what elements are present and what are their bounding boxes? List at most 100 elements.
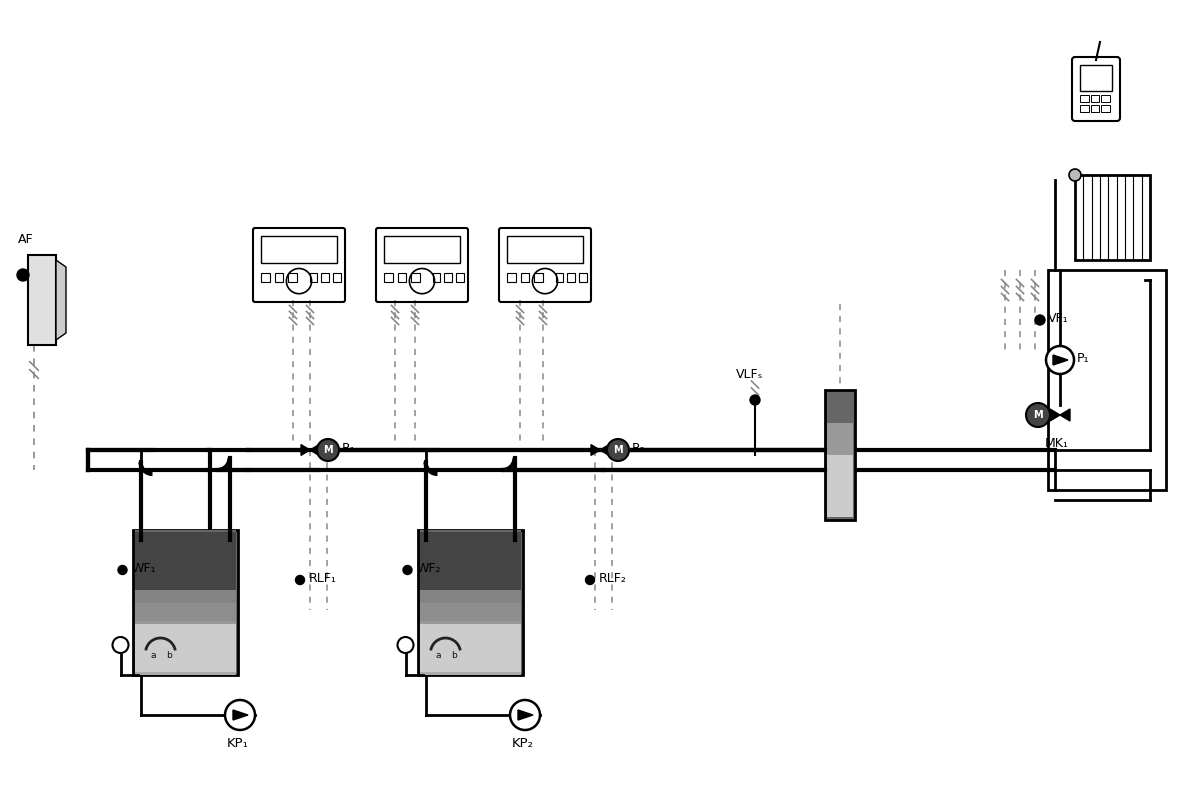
Bar bbox=[1080, 94, 1088, 102]
Bar bbox=[134, 624, 235, 672]
Text: M: M bbox=[323, 445, 332, 455]
Bar bbox=[1080, 65, 1112, 91]
Bar bbox=[568, 274, 575, 282]
Bar bbox=[134, 566, 235, 584]
Bar bbox=[420, 566, 521, 584]
Bar bbox=[420, 602, 521, 621]
Bar bbox=[134, 530, 235, 548]
Bar bbox=[1102, 105, 1110, 112]
Polygon shape bbox=[56, 260, 66, 340]
Circle shape bbox=[1046, 346, 1074, 374]
Bar bbox=[534, 274, 542, 282]
Polygon shape bbox=[301, 445, 310, 455]
Text: M: M bbox=[1033, 410, 1043, 420]
Text: WF₁: WF₁ bbox=[132, 562, 156, 574]
Text: RLF₁: RLF₁ bbox=[310, 571, 337, 585]
Bar bbox=[418, 530, 522, 675]
Circle shape bbox=[295, 575, 305, 585]
Circle shape bbox=[607, 439, 629, 461]
Bar bbox=[1091, 105, 1099, 112]
Text: P₁: P₁ bbox=[1078, 351, 1090, 365]
Circle shape bbox=[1069, 169, 1081, 181]
Text: R₂: R₂ bbox=[632, 442, 646, 454]
Circle shape bbox=[510, 700, 540, 730]
Circle shape bbox=[403, 566, 412, 574]
Bar bbox=[310, 274, 318, 282]
Bar bbox=[134, 638, 235, 657]
Bar bbox=[262, 236, 337, 262]
Circle shape bbox=[226, 700, 256, 730]
Text: RLF₂: RLF₂ bbox=[599, 571, 626, 585]
Bar bbox=[420, 638, 521, 657]
Text: b: b bbox=[167, 651, 173, 660]
Bar bbox=[322, 274, 329, 282]
Polygon shape bbox=[310, 445, 319, 455]
Text: MK₁: MK₁ bbox=[1045, 437, 1069, 450]
Bar bbox=[1091, 94, 1099, 102]
Polygon shape bbox=[1050, 409, 1060, 421]
Circle shape bbox=[1034, 315, 1045, 325]
Circle shape bbox=[317, 439, 340, 461]
Bar bbox=[827, 422, 853, 455]
Bar bbox=[508, 274, 516, 282]
Circle shape bbox=[17, 269, 29, 281]
Bar bbox=[134, 602, 235, 621]
Polygon shape bbox=[600, 445, 610, 455]
Bar bbox=[420, 548, 521, 566]
Bar bbox=[1080, 105, 1088, 112]
Text: a: a bbox=[436, 651, 442, 660]
Bar bbox=[384, 236, 460, 262]
Bar bbox=[420, 530, 521, 548]
Bar bbox=[397, 274, 407, 282]
Circle shape bbox=[586, 575, 594, 585]
Circle shape bbox=[397, 637, 414, 653]
Polygon shape bbox=[592, 445, 600, 455]
Polygon shape bbox=[233, 710, 248, 720]
Bar bbox=[521, 274, 529, 282]
Bar bbox=[1048, 270, 1166, 490]
Text: KP₁: KP₁ bbox=[227, 737, 248, 750]
Bar bbox=[132, 530, 238, 675]
Bar bbox=[412, 274, 420, 282]
Text: a: a bbox=[150, 651, 156, 660]
Circle shape bbox=[750, 395, 760, 405]
Polygon shape bbox=[1054, 355, 1068, 365]
Bar bbox=[1075, 175, 1150, 260]
Text: VLFₛ: VLFₛ bbox=[737, 368, 763, 381]
Bar bbox=[134, 548, 235, 566]
Bar bbox=[420, 584, 521, 602]
Bar bbox=[1102, 94, 1110, 102]
Bar bbox=[134, 657, 235, 675]
Text: b: b bbox=[451, 651, 457, 660]
Polygon shape bbox=[518, 710, 533, 720]
Text: M: M bbox=[613, 445, 623, 455]
Bar bbox=[826, 390, 854, 520]
Bar bbox=[444, 274, 452, 282]
Bar bbox=[420, 621, 521, 638]
Text: KP₂: KP₂ bbox=[512, 737, 534, 750]
Bar bbox=[432, 274, 440, 282]
Circle shape bbox=[1026, 403, 1050, 427]
Bar bbox=[556, 274, 564, 282]
Bar bbox=[134, 621, 235, 638]
Bar bbox=[420, 657, 521, 675]
Bar bbox=[420, 532, 521, 590]
Bar bbox=[275, 274, 283, 282]
Polygon shape bbox=[1060, 409, 1070, 421]
Text: R₁: R₁ bbox=[342, 442, 355, 454]
Circle shape bbox=[118, 566, 127, 574]
Bar bbox=[28, 255, 56, 345]
Bar bbox=[134, 584, 235, 602]
Bar bbox=[456, 274, 464, 282]
Bar bbox=[578, 274, 587, 282]
Bar bbox=[508, 236, 583, 262]
Text: VF₁: VF₁ bbox=[1048, 311, 1069, 325]
Text: WF₂: WF₂ bbox=[416, 562, 442, 574]
Bar bbox=[288, 274, 296, 282]
Bar bbox=[332, 274, 341, 282]
Circle shape bbox=[113, 637, 128, 653]
Bar bbox=[384, 274, 392, 282]
Bar bbox=[827, 455, 853, 518]
Bar bbox=[262, 274, 270, 282]
Bar bbox=[134, 532, 235, 590]
